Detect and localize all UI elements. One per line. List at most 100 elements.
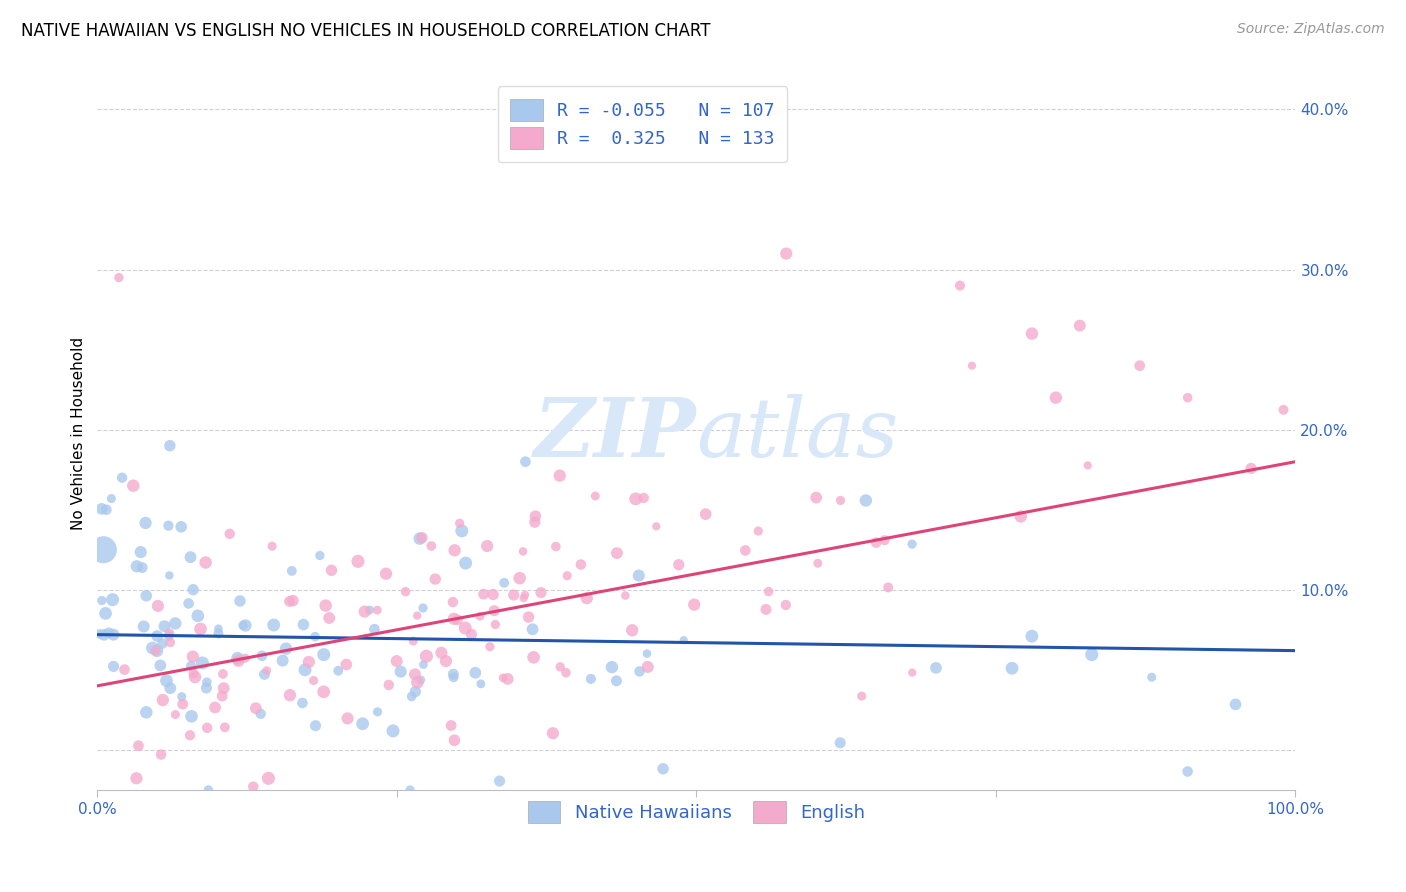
Point xyxy=(179,728,201,742)
Point xyxy=(548,468,571,483)
Point xyxy=(502,588,524,602)
Point xyxy=(101,592,124,607)
Text: ZIP: ZIP xyxy=(534,393,696,474)
Point xyxy=(155,673,177,688)
Point xyxy=(181,582,204,597)
Point xyxy=(1129,359,1152,373)
Point xyxy=(775,246,797,260)
Point xyxy=(242,780,264,794)
Point xyxy=(146,629,169,643)
Point xyxy=(402,634,425,648)
Point xyxy=(517,610,540,624)
Point xyxy=(1021,629,1043,643)
Point xyxy=(204,700,226,714)
Point xyxy=(420,539,443,553)
Point xyxy=(1177,391,1199,405)
Point xyxy=(183,666,205,681)
Point xyxy=(278,688,301,702)
Point xyxy=(304,719,326,733)
Point xyxy=(312,685,335,699)
Point xyxy=(108,270,131,285)
Point xyxy=(96,502,118,516)
Point xyxy=(226,651,249,665)
Legend: Native Hawaiians, English: Native Hawaiians, English xyxy=(517,790,876,834)
Point xyxy=(153,619,176,633)
Point xyxy=(430,646,453,660)
Point xyxy=(605,673,627,688)
Point xyxy=(302,673,325,688)
Point xyxy=(389,665,412,679)
Point xyxy=(672,633,695,648)
Point xyxy=(304,630,326,644)
Point xyxy=(628,665,651,679)
Point xyxy=(627,568,650,582)
Point xyxy=(873,533,896,548)
Point xyxy=(97,625,120,640)
Point xyxy=(496,672,519,686)
Point xyxy=(165,616,187,631)
Point xyxy=(214,720,236,734)
Point xyxy=(734,543,756,558)
Point xyxy=(180,709,202,723)
Point xyxy=(488,774,510,789)
Point xyxy=(159,635,181,649)
Point xyxy=(378,678,401,692)
Point xyxy=(406,608,429,623)
Point xyxy=(513,588,536,602)
Point xyxy=(409,532,432,546)
Point xyxy=(492,671,515,685)
Point xyxy=(633,491,655,505)
Point xyxy=(434,654,457,668)
Point xyxy=(960,359,983,373)
Point xyxy=(318,611,340,625)
Point xyxy=(404,684,426,698)
Point xyxy=(830,493,852,508)
Point xyxy=(159,439,181,453)
Point xyxy=(90,501,112,516)
Point xyxy=(245,701,267,715)
Point xyxy=(135,516,157,530)
Point xyxy=(1240,461,1263,475)
Point xyxy=(363,622,385,636)
Point xyxy=(583,489,606,503)
Point xyxy=(294,663,316,677)
Point xyxy=(541,726,564,740)
Point xyxy=(281,564,304,578)
Point xyxy=(159,681,181,695)
Point xyxy=(367,705,389,719)
Point xyxy=(851,689,873,703)
Point xyxy=(425,572,447,586)
Point xyxy=(569,558,592,572)
Point xyxy=(278,594,301,608)
Point xyxy=(352,716,374,731)
Point xyxy=(544,540,567,554)
Point xyxy=(443,670,465,684)
Point xyxy=(170,520,193,534)
Point xyxy=(256,664,278,678)
Point xyxy=(524,509,547,524)
Point xyxy=(747,524,769,538)
Point xyxy=(530,585,553,599)
Point xyxy=(450,524,472,538)
Point xyxy=(645,519,668,533)
Point xyxy=(406,675,429,690)
Point xyxy=(606,546,628,560)
Point xyxy=(129,545,152,559)
Point xyxy=(359,603,381,617)
Point xyxy=(575,591,598,606)
Point xyxy=(755,602,778,616)
Point xyxy=(149,658,172,673)
Point xyxy=(454,621,477,635)
Point xyxy=(184,670,207,684)
Point xyxy=(949,278,972,293)
Point xyxy=(441,595,464,609)
Point xyxy=(482,587,505,601)
Point xyxy=(758,584,780,599)
Point xyxy=(146,644,169,658)
Point xyxy=(443,612,465,626)
Point xyxy=(865,535,887,549)
Point xyxy=(375,566,398,581)
Point xyxy=(484,604,506,618)
Point xyxy=(321,563,343,577)
Point xyxy=(523,515,546,529)
